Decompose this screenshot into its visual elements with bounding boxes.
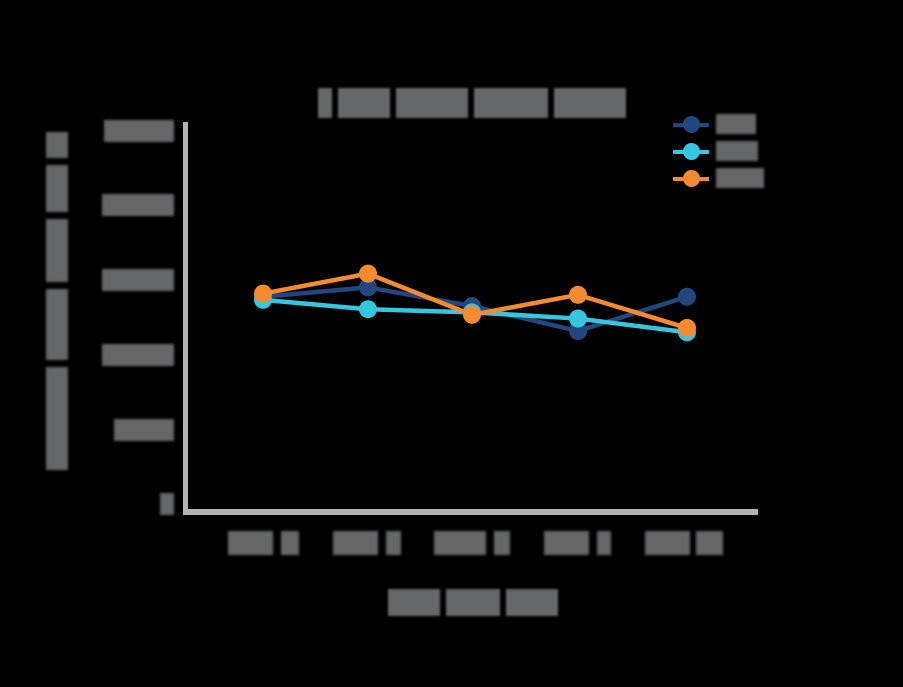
y-tick-label-2 <box>102 269 174 291</box>
data-point-marker[interactable] <box>463 303 481 322</box>
data-point-marker[interactable] <box>678 318 696 337</box>
legend-item-0[interactable] <box>668 112 768 136</box>
legend-marker-icon-0 <box>683 116 700 133</box>
x-axis-title <box>388 589 558 616</box>
data-point-marker[interactable] <box>254 290 272 309</box>
data-point-marker[interactable] <box>254 287 272 306</box>
y-tick-label-1 <box>102 194 174 216</box>
y-tick-label-3 <box>102 344 174 366</box>
data-point-marker[interactable] <box>569 285 587 304</box>
x-axis-title-descender <box>474 609 483 616</box>
legend-label-1 <box>716 141 758 161</box>
data-point-marker[interactable] <box>569 309 587 328</box>
data-point-marker[interactable] <box>678 287 696 306</box>
y-axis-line <box>183 122 188 514</box>
chart-legend <box>668 112 768 190</box>
data-point-marker[interactable] <box>463 297 481 316</box>
y-tick-label-0 <box>104 120 174 142</box>
legend-marker-icon-2 <box>683 170 700 187</box>
data-point-marker[interactable] <box>254 284 272 303</box>
chart-title <box>318 88 626 118</box>
x-axis-line <box>183 509 758 515</box>
y-axis-title <box>46 132 68 470</box>
data-point-marker[interactable] <box>569 322 587 341</box>
y-tick-label-5 <box>160 493 174 515</box>
legend-label-0 <box>716 114 756 134</box>
data-point-marker[interactable] <box>359 278 377 297</box>
data-point-marker[interactable] <box>359 300 377 319</box>
legend-marker-icon-1 <box>683 143 700 160</box>
legend-item-2[interactable] <box>668 166 768 190</box>
legend-item-1[interactable] <box>668 139 768 163</box>
series-line-2 <box>260 271 690 331</box>
series-line-0 <box>260 285 690 334</box>
data-point-marker[interactable] <box>463 305 481 324</box>
series-line-1 <box>260 297 690 335</box>
legend-label-2 <box>716 168 764 188</box>
data-point-marker[interactable] <box>359 264 377 283</box>
y-tick-label-4 <box>114 419 174 441</box>
data-point-marker[interactable] <box>678 323 696 342</box>
